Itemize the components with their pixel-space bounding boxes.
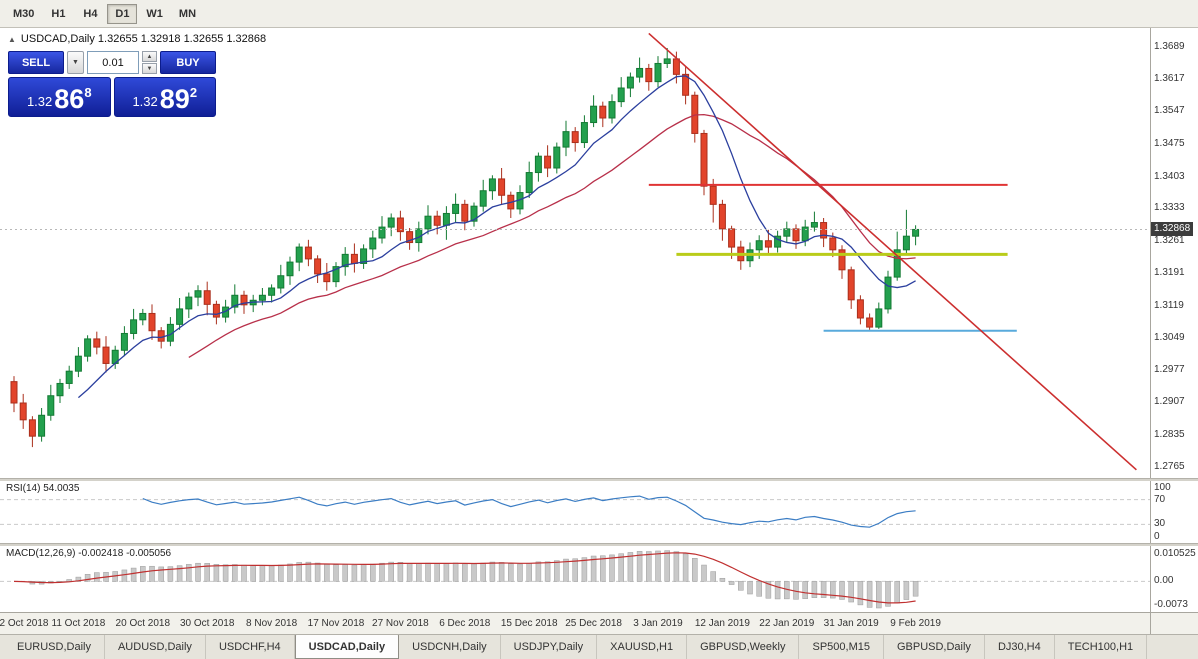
rsi-plot: RSI(14) 54.0035 [0,481,1150,543]
current-price-badge: 1.32868 [1151,222,1194,237]
price-axis-label: 1.2835 [1154,428,1185,440]
tab-usdchf-h4[interactable]: USDCHF,H4 [206,635,295,659]
rsi-axis-label: 0 [1154,531,1160,542]
volume-dropdown-button[interactable]: ▼ [67,51,84,74]
timeframe-button-m30[interactable]: M30 [6,4,41,24]
timeframe-toolbar: M30 H1 H4 D1 W1 MN [0,0,1198,28]
date-axis-label: 31 Jan 2019 [823,618,879,629]
symbol-ohlc-text: USDCAD,Daily 1.32655 1.32918 1.32655 1.3… [20,33,267,45]
date-axis-label: 11 Oct 2018 [51,618,106,629]
date-axis-label: 17 Nov 2018 [307,618,365,629]
price-axis-label: 1.3333 [1154,202,1185,214]
price-axis-label: 1.3475 [1154,137,1185,149]
chart-ohlc-header: ▲ USDCAD,Daily 1.32655 1.32918 1.32655 1… [8,33,266,45]
buy-price-prefix: 1.32 [132,94,158,109]
timeframe-button-mn[interactable]: MN [172,4,203,24]
tab-audusd-daily[interactable]: AUDUSD,Daily [105,635,206,659]
rsi-panel: RSI(14) 54.0035 100 70 30 0 [0,481,1198,543]
date-axis-row: 2 Oct 2018 11 Oct 2018 20 Oct 2018 30 Oct 2… [0,612,1198,634]
price-axis-label: 1.3049 [1154,331,1185,343]
date-axis-label: 25 Dec 2018 [565,618,622,629]
timeframe-button-h1[interactable]: H1 [43,4,73,24]
rsi-label: RSI(14) 54.0035 [6,483,80,494]
tab-usdcnh-daily[interactable]: USDCNH,Daily [399,635,501,659]
tab-tech100-h1[interactable]: TECH100,H1 [1055,635,1148,659]
tab-gbpusd-weekly[interactable]: GBPUSD,Weekly [687,635,800,659]
date-axis-label: 3 Jan 2019 [633,618,683,629]
price-axis-label: 1.3261 [1154,235,1185,247]
volume-increase-button[interactable]: ▲ [142,51,157,62]
panel-splitter[interactable] [0,478,1198,481]
main-plot: ▲ USDCAD,Daily 1.32655 1.32918 1.32655 1… [0,28,1150,478]
tab-usdcad-daily[interactable]: USDCAD,Daily [294,635,400,659]
macd-axis[interactable]: 0.010525 0.00 -0.0073 [1150,546,1198,612]
macd-plot: MACD(12,26,9) -0.002418 -0.005056 [0,546,1150,612]
macd-axis-label: 0.010525 [1154,548,1196,559]
date-axis-label: 12 Jan 2019 [694,618,750,629]
timeframe-button-h4[interactable]: H4 [75,4,105,24]
panel-splitter[interactable] [0,543,1198,546]
date-axis-label: 22 Jan 2019 [759,618,815,629]
timeframe-button-w1[interactable]: W1 [139,4,170,24]
sell-button[interactable]: SELL [8,51,64,74]
tab-sp500-m15[interactable]: SP500,M15 [799,635,884,659]
tab-eurusd-daily[interactable]: EURUSD,Daily [4,635,105,659]
tab-xauusd-h1[interactable]: XAUUSD,H1 [597,635,688,659]
volume-input[interactable] [87,51,139,74]
rsi-axis-label: 30 [1154,518,1166,530]
macd-axis-label: -0.0073 [1154,599,1188,610]
buy-price-main: 89 [159,84,190,114]
date-axis-label: 30 Oct 2018 [179,618,235,629]
sell-price-pip: 8 [84,85,92,100]
buy-price-pip: 2 [189,85,198,100]
price-axis-label: 1.3689 [1154,40,1185,52]
macd-label: MACD(12,26,9) -0.002418 -0.005056 [6,548,172,559]
sell-price-display[interactable]: 1.32 86 8 [8,77,111,117]
date-axis-label: 6 Dec 2018 [439,618,491,629]
macd-chart[interactable] [0,546,1150,612]
macd-panel: MACD(12,26,9) -0.002418 -0.005056 0.0105… [0,546,1198,612]
rsi-axis-label: 100 [1154,482,1171,493]
rsi-axis-label: 70 [1154,493,1166,505]
axis-corner [1150,613,1198,634]
tab-dj30-h4[interactable]: DJ30,H4 [985,635,1055,659]
date-axis-label: 27 Nov 2018 [372,618,429,629]
price-axis-label: 1.2907 [1154,396,1185,408]
date-axis-label: 9 Feb 2019 [890,618,941,629]
price-axis-label: 1.3191 [1154,267,1185,278]
chevron-down-icon: ▼ [72,59,79,66]
sell-price-main: 86 [54,84,85,114]
macd-axis-label: 0.00 [1154,575,1174,587]
date-axis[interactable]: 2 Oct 2018 11 Oct 2018 20 Oct 2018 30 Oct 2… [0,613,1150,634]
symbol-tab-bar: EURUSD,Daily AUDUSD,Daily USDCHF,H4 USDCAD,… [0,634,1198,659]
price-axis-label: 1.2977 [1154,364,1185,376]
price-axis-label: 1.3617 [1154,73,1185,85]
price-axis-label: 1.3403 [1154,170,1185,182]
tab-gbpusd-daily[interactable]: GBPUSD,Daily [884,635,985,659]
buy-button[interactable]: BUY [160,51,216,74]
candlestick-chart[interactable] [0,28,1150,478]
price-axis[interactable]: 1.32868 1.3689 1.3617 1.3547 1.3475 1.3403 1.… [1150,28,1198,478]
date-axis-label: 15 Dec 2018 [500,618,558,629]
price-axis-label: 1.3547 [1154,105,1185,117]
volume-stepper: ▲ ▼ [142,51,157,74]
date-axis-label: 20 Oct 2018 [115,618,171,629]
timeframe-button-d1[interactable]: D1 [107,3,138,24]
sell-price-prefix: 1.32 [26,94,53,109]
price-axis-label: 1.3119 [1154,299,1184,311]
buy-price-display[interactable]: 1.32 89 2 [113,77,216,117]
one-click-toggle-icon[interactable]: ▲ [8,34,16,44]
volume-decrease-button[interactable]: ▼ [142,63,157,74]
tab-usdjpy-daily[interactable]: USDJPY,Daily [501,635,598,659]
date-axis-label: 8 Nov 2018 [246,618,298,629]
rsi-chart[interactable] [0,481,1150,543]
main-chart-panel: ▲ USDCAD,Daily 1.32655 1.32918 1.32655 1… [0,28,1198,478]
price-axis-label: 1.2765 [1154,460,1185,472]
date-axis-label: 2 Oct 2018 [0,618,49,629]
rsi-axis[interactable]: 100 70 30 0 [1150,481,1198,543]
